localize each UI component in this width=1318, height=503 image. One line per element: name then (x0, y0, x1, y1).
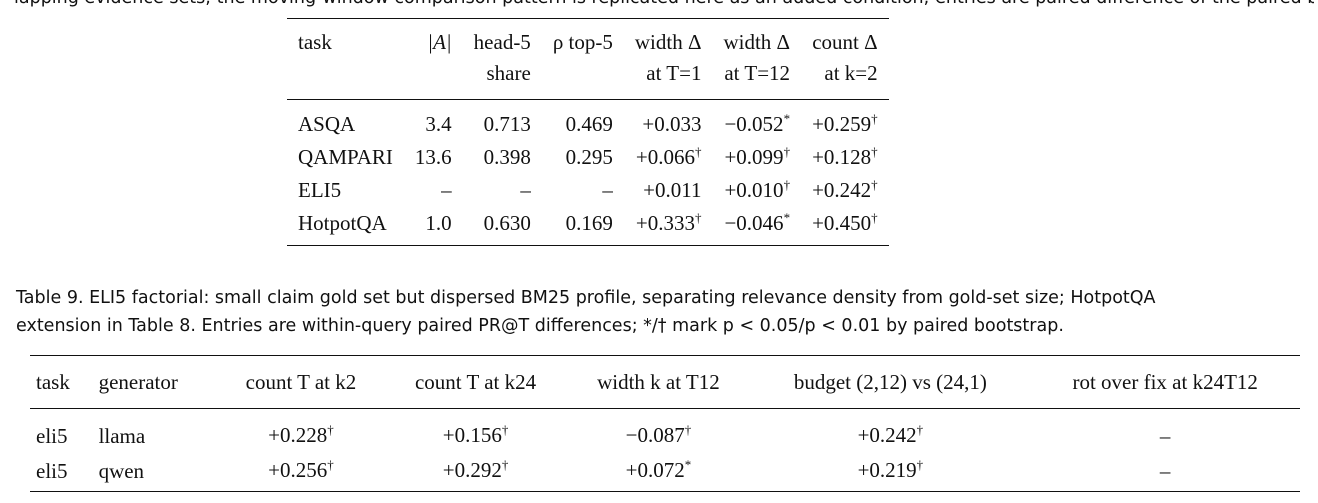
column-header: at k=2 (801, 58, 889, 100)
table-row: QAMPARI 13.6 0.398 0.295 +0.066† +0.099†… (287, 142, 889, 175)
cell-budget: +0.219† (750, 454, 1031, 492)
cell-head5-share: – (520, 178, 531, 202)
cell-width-t1: +0.333† (623, 208, 713, 246)
column-header: ρ top-5 (541, 18, 624, 58)
cell-width-t12: −0.052* (724, 111, 791, 136)
cell-rho-top5: 0.295 (565, 145, 613, 169)
column-header: width k at T12 (566, 355, 751, 409)
cell-answer-count: 1.0 (403, 208, 463, 246)
caption-line: extension in Table 8. Entries are within… (16, 316, 1064, 336)
table-row: eli5 llama +0.228† +0.156† −0.087† +0.24… (30, 409, 1300, 455)
cell-task: HotpotQA (287, 208, 404, 246)
cell-width-t1: +0.011 (643, 178, 702, 202)
column-header: rot over fix at k24T12 (1030, 355, 1300, 409)
cell-count-k2: +0.256† (217, 454, 385, 492)
table-header-row: share at T=1 at T=12 at k=2 (287, 58, 889, 100)
cell-count-k2: +0.259† (812, 111, 878, 136)
column-header: width Δ (623, 18, 713, 58)
cell-budget: +0.242† (857, 422, 924, 447)
cell-head5-share: 0.713 (483, 112, 531, 136)
cell-rot-over-fix: – (1030, 454, 1300, 492)
column-header: at T=1 (623, 58, 713, 100)
column-header: count T at k24 (384, 355, 567, 409)
cell-rho-top5: 0.469 (565, 112, 613, 136)
column-header: task (287, 18, 404, 58)
cell-answer-count: 13.6 (414, 145, 452, 169)
column-header: count T at k2 (217, 355, 385, 409)
column-header: count Δ (801, 18, 889, 58)
cell-head5-share: 0.630 (462, 208, 542, 246)
cell-task: eli5 (30, 454, 93, 492)
table-header-row: task generator count T at k2 count T at … (30, 355, 1300, 409)
cell-count-k2: +0.128† (812, 144, 878, 169)
table-row: ELI5 – – – +0.011 +0.010† +0.242† (287, 175, 889, 208)
cell-width-t12: −0.087† (625, 422, 692, 447)
cell-count-k2: +0.242† (812, 177, 878, 202)
column-header: budget (2,12) vs (24,1) (750, 355, 1031, 409)
table-row: eli5 qwen +0.256† +0.292† +0.072* +0.219… (30, 454, 1300, 492)
cell-count-k24: +0.292† (384, 454, 567, 492)
cell-width-t12: −0.046* (712, 208, 802, 246)
caption-line: Table 9. ELI5 factorial: small claim gol… (16, 288, 1156, 308)
table-9-caption: Table 9. ELI5 factorial: small claim gol… (16, 284, 1312, 340)
cell-generator: llama (98, 424, 146, 448)
cell-answer-count: – (441, 178, 452, 202)
column-header (403, 58, 463, 100)
cell-width-t12: +0.072* (566, 454, 751, 492)
table-header-row: task |A| head-5 ρ top-5 width Δ width Δ … (287, 18, 889, 58)
column-header: at T=12 (712, 58, 802, 100)
cell-width-t1: +0.033 (642, 112, 702, 136)
cell-task: QAMPARI (298, 145, 393, 169)
table-row: ASQA 3.4 0.713 0.469 +0.033 −0.052* +0.2… (287, 100, 889, 143)
column-header (541, 58, 624, 100)
table-9: task generator count T at k2 count T at … (30, 355, 1300, 492)
cell-count-k24: +0.156† (442, 422, 509, 447)
cell-count-k2: +0.228† (268, 422, 334, 447)
cell-task: ASQA (298, 112, 356, 136)
column-header: |A| (403, 18, 463, 58)
cell-rho-top5: 0.169 (541, 208, 624, 246)
cell-count-k2: +0.450† (801, 208, 889, 246)
cell-generator: qwen (92, 454, 218, 492)
column-header: width Δ (712, 18, 802, 58)
column-header (287, 58, 404, 100)
table-8: task |A| head-5 ρ top-5 width Δ width Δ … (287, 18, 889, 246)
cell-rot-over-fix: – (1159, 424, 1171, 448)
cell-width-t12: +0.010† (724, 177, 791, 202)
cell-answer-count: 3.4 (425, 112, 452, 136)
cell-task: eli5 (36, 424, 68, 448)
cell-width-t12: +0.099† (724, 144, 791, 169)
column-header: task (30, 355, 93, 409)
cell-width-t1: +0.066† (635, 144, 702, 169)
column-header: share (462, 58, 542, 100)
column-header: generator (92, 355, 218, 409)
column-header: head-5 (462, 18, 542, 58)
cell-rho-top5: – (602, 178, 613, 202)
cell-task: ELI5 (298, 178, 342, 202)
table-row: HotpotQA 1.0 0.630 0.169 +0.333† −0.046*… (287, 208, 889, 246)
cell-head5-share: 0.398 (483, 145, 531, 169)
